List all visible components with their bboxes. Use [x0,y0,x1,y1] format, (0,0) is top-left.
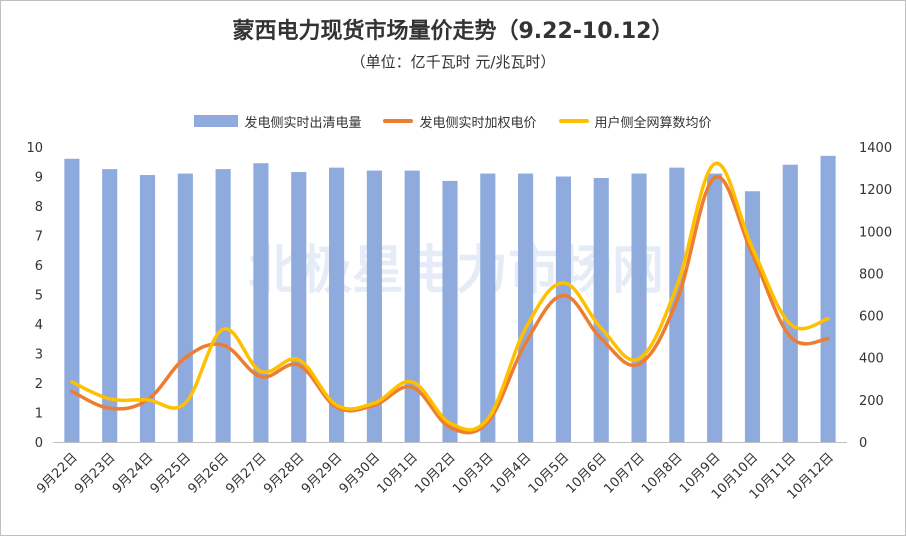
x-tick-label: 9月30日 [337,450,384,497]
y-right-tick-label: 1200 [859,183,892,198]
bar-volume [64,158,80,443]
bar-volume [707,173,723,443]
bar-volume [102,169,118,442]
y-left-tick-label: 6 [35,259,43,274]
y-right-tick-label: 1400 [859,141,892,156]
y-right-tick-label: 400 [859,352,884,367]
bar-volume [404,170,420,442]
y-right-tick-label: 1000 [859,225,892,240]
legend-label-volume: 发电侧实时出清电量 [244,115,362,131]
bar-volume [329,167,345,442]
chart-subtitle: （单位：亿千瓦时 元/兆瓦时） [350,53,556,71]
bar-volume [139,175,156,442]
y-left-tick-label: 10 [26,141,43,156]
y-left-tick-label: 5 [35,289,43,304]
x-tick-label: 9月22日 [34,450,81,497]
x-tick-label: 9月25日 [148,450,195,497]
line-gen-price [70,175,830,435]
legend-swatch-user-price [558,119,589,123]
y-left-tick-label: 4 [35,318,43,333]
x-tick-label: 9月23日 [72,450,119,497]
bar-volume [593,177,609,442]
y-left-tick-label: 7 [35,230,43,245]
bar-volume [177,173,193,443]
x-tick-label: 10月7日 [601,450,648,497]
y-left-tick-label: 3 [35,348,43,363]
line-user-price [70,161,830,432]
legend-item-gen-price: 发电侧实时加权电价 [383,112,537,131]
bar-volume [820,155,836,442]
x-tick-label: 10月6日 [564,450,611,497]
x-tick-label: 10月4日 [488,450,535,497]
y-right-tick-label: 600 [859,310,884,325]
legend-label-user-price: 用户侧全网算数均价 [594,115,712,131]
x-tick-label: 10月5日 [526,450,573,497]
y-left-tick-label: 2 [35,377,43,392]
x-tick-label: 9月26日 [185,450,232,497]
x-tick-label: 9月28日 [261,450,308,497]
bar-volume [631,173,647,443]
bar-volume [480,173,496,443]
legend-label-gen-price: 发电侧实时加权电价 [419,115,537,131]
bar-volume [744,191,761,442]
x-tick-label: 9月29日 [299,450,346,497]
legend: 发电侧实时出清电量 发电侧实时加权电价 用户侧全网算数均价 [1,111,905,131]
legend-item-user-price: 用户侧全网算数均价 [558,112,712,131]
bar-volume [253,163,269,442]
legend-swatch-volume [194,115,239,127]
bar-volume [555,176,571,442]
bar-volume [366,170,382,442]
bar-volume [442,180,458,443]
y-right-tick-label: 800 [859,267,884,282]
y-left-tick-label: 9 [35,171,43,186]
y-right-tick-label: 200 [859,394,884,409]
x-tick-label: 10月3日 [450,450,497,497]
y-left-tick-label: 1 [35,407,43,422]
x-tick-label: 10月8日 [639,450,686,497]
y-left-tick-label: 8 [35,200,43,215]
legend-swatch-gen-price [383,119,414,123]
x-tick-label: 10月2日 [412,450,459,497]
y-left-tick-label: 0 [35,436,43,451]
bar-volume [215,169,231,442]
y-right-tick-label: 0 [859,436,867,451]
bar-volume [518,173,534,443]
x-tick-label: 9月27日 [223,450,270,497]
bar-volume [782,164,798,442]
x-tick-label: 10月1日 [374,450,421,497]
x-tick-label: 9月24日 [110,450,157,497]
legend-item-volume: 发电侧实时出清电量 [194,112,361,131]
chart-title: 蒙西电力现货市场量价走势（9.22-10.12） [232,19,674,44]
bar-volume [291,172,307,442]
